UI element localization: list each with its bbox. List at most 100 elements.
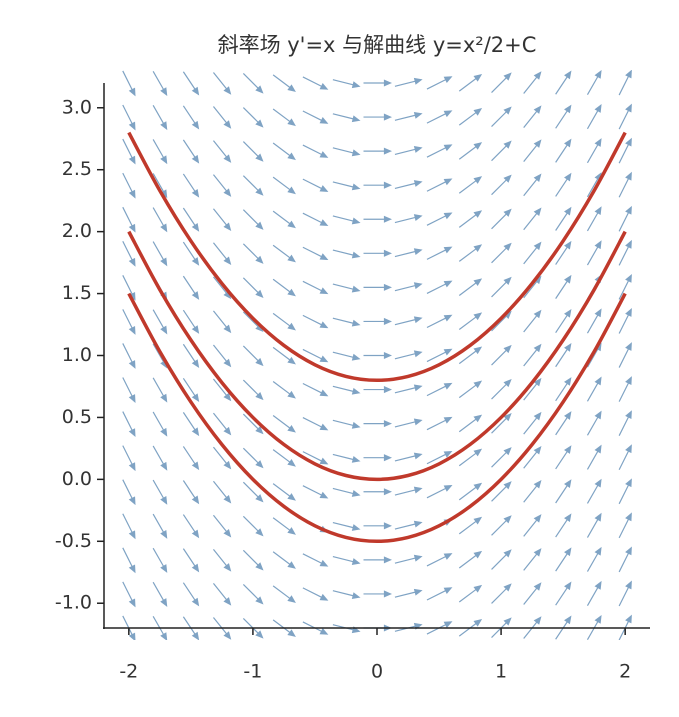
slope-arrow — [586, 308, 602, 334]
slope-arrow — [302, 451, 329, 465]
x-tick-label: -1 — [243, 661, 262, 683]
slope-arrow — [618, 308, 632, 334]
slope-arrow — [212, 174, 232, 197]
y-tick-label: 1.0 — [62, 344, 92, 366]
slope-arrow — [394, 520, 423, 530]
slope-arrow — [272, 176, 296, 195]
slope-arrow — [272, 483, 296, 501]
slope-arrow — [491, 140, 512, 162]
slope-arrow — [555, 479, 572, 504]
slope-arrow — [242, 447, 264, 469]
slope-arrow — [586, 104, 602, 130]
slope-arrow — [212, 106, 232, 129]
slope-arrow — [426, 76, 453, 90]
slope-arrow — [491, 208, 512, 230]
slope-arrow — [555, 172, 572, 197]
slope-arrow — [491, 174, 512, 196]
slope-arrow — [363, 215, 393, 223]
slope-arrow — [523, 71, 542, 94]
slope-arrow — [394, 452, 423, 462]
slope-arrow — [586, 70, 602, 96]
slope-arrow — [458, 414, 483, 433]
slope-arrow — [332, 249, 361, 259]
slope-arrow — [122, 615, 136, 640]
slope-arrow — [152, 513, 168, 539]
slope-arrow — [242, 141, 264, 162]
slope-arrow — [363, 249, 393, 257]
slope-arrow — [394, 180, 423, 190]
curves — [127, 131, 627, 544]
slope-arrow — [182, 548, 200, 573]
slope-arrow — [272, 312, 296, 331]
slope-arrow — [491, 310, 512, 332]
slope-arrow — [242, 175, 264, 196]
slope-arrow — [523, 343, 542, 367]
slope-arrow — [242, 413, 264, 435]
slope-arrow — [458, 482, 483, 501]
slope-arrow — [272, 244, 296, 263]
y-tick-label: 2.0 — [62, 220, 92, 242]
slope-arrow — [394, 77, 423, 87]
slope-arrow — [332, 419, 361, 429]
slope-arrow — [122, 343, 136, 369]
slope-arrow — [458, 380, 483, 399]
slope-arrow — [212, 208, 232, 231]
slope-arrow — [122, 445, 136, 472]
y-tick-label: 2.5 — [62, 158, 92, 180]
slope-arrow — [555, 513, 572, 538]
x-tick-label: 1 — [495, 661, 507, 683]
slope-arrow — [182, 207, 200, 232]
y-tick-label: 0.5 — [62, 406, 92, 428]
slope-arrow — [152, 615, 168, 640]
slope-arrow — [458, 142, 483, 160]
slope-arrow — [555, 70, 572, 95]
slope-arrow — [152, 70, 168, 97]
slope-arrow — [426, 587, 453, 601]
slope-arrow — [272, 278, 296, 297]
slope-arrow — [523, 207, 542, 231]
slope-arrow — [212, 412, 232, 436]
slope-arrow — [586, 376, 602, 402]
slope-arrow — [618, 376, 632, 402]
slope-arrow — [272, 551, 296, 569]
slope-arrow — [272, 449, 296, 467]
slope-arrow — [122, 240, 136, 267]
slope-arrow — [363, 113, 393, 121]
slope-arrow — [332, 385, 361, 395]
slope-arrow — [458, 73, 483, 92]
slope-arrow — [272, 210, 296, 229]
slope-arrow — [586, 410, 602, 436]
slope-arrow — [332, 317, 361, 327]
slope-arrow — [523, 480, 542, 503]
slope-arrow — [302, 110, 329, 124]
slope-arrow — [618, 580, 632, 607]
slope-arrow — [426, 485, 453, 499]
slope-arrow — [618, 512, 632, 539]
slope-arrow — [272, 380, 296, 399]
slope-arrow — [242, 243, 264, 264]
slope-arrow — [555, 308, 572, 334]
slope-arrow — [586, 444, 602, 470]
slope-arrow — [152, 445, 168, 471]
slope-arrow — [182, 582, 200, 607]
slope-arrow — [122, 309, 136, 335]
slope-arrow — [212, 514, 232, 538]
slope-arrow — [122, 206, 136, 233]
slope-arrow — [363, 522, 393, 530]
slope-arrow — [182, 71, 200, 96]
slope-arrow — [458, 210, 483, 228]
slope-arrow — [332, 590, 361, 600]
x-tick-label: 2 — [619, 661, 631, 683]
chart-title: 斜率场 y'=x 与解曲线 y=x²/2+C — [218, 33, 537, 57]
slope-arrow — [586, 478, 602, 504]
slope-arrow — [586, 342, 602, 368]
slope-arrow — [122, 377, 136, 403]
slope-arrow — [242, 209, 264, 230]
slope-arrow — [491, 447, 512, 468]
slope-field — [122, 70, 632, 640]
slope-arrow — [182, 343, 200, 368]
slope-arrow — [491, 72, 512, 93]
slope-arrow — [555, 138, 572, 163]
slope-arrow — [491, 515, 512, 536]
slope-arrow — [491, 106, 512, 128]
